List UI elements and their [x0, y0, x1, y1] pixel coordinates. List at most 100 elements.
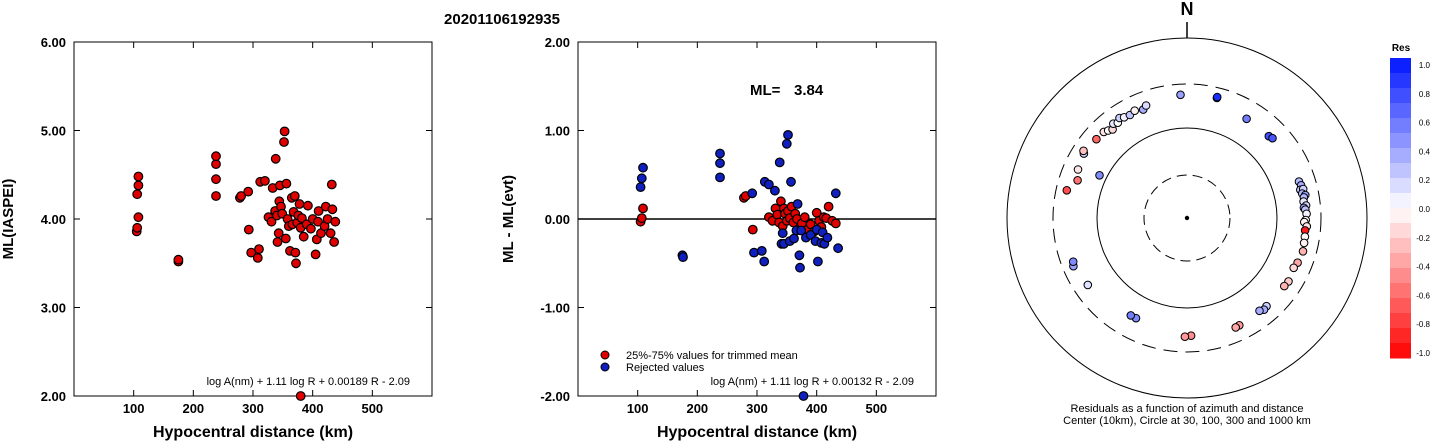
data-point — [273, 228, 284, 239]
data-point — [759, 256, 770, 267]
station-point — [1180, 332, 1190, 342]
colorbar-title: Res — [1392, 43, 1411, 54]
north-label: N — [1181, 0, 1194, 19]
x-tick-label: 200 — [182, 401, 204, 416]
data-point — [173, 254, 184, 265]
x-tick-label: 500 — [361, 401, 383, 416]
station-point — [1083, 280, 1093, 290]
colorbar-tick-label: 0.2 — [1419, 176, 1431, 185]
colorbar-cell — [1390, 148, 1411, 164]
colorbar-cell — [1390, 238, 1411, 254]
data-point — [327, 204, 338, 215]
axis-ticks: 100 200 300 400 500 -2.00 -1.00 0.00 1.00 2.00 — [540, 35, 936, 416]
station-residual-points — [1062, 90, 1312, 342]
data-point — [281, 178, 292, 189]
data-point — [306, 223, 316, 234]
data-point — [636, 213, 647, 224]
station-point — [1073, 165, 1083, 174]
data-point — [715, 158, 725, 169]
ml-vs-distance-panel: 100 200 300 400 500 2.00 3.00 4.00 5.00 6.00 ML(I… — [0, 35, 433, 441]
data-point — [133, 212, 144, 223]
plot-frame — [73, 41, 433, 397]
data-point — [279, 126, 290, 137]
data-point — [783, 129, 793, 140]
formula-text: log A(nm) + 1.11 log R + 0.00189 R - 2.0… — [207, 376, 410, 388]
colorbar-cell — [1390, 208, 1411, 224]
data-point — [749, 247, 759, 258]
colorbar-cell — [1390, 73, 1411, 89]
colorbar-cell — [1390, 313, 1411, 329]
colorbar-cell — [1390, 133, 1411, 149]
y-tick-label: 6.00 — [41, 35, 66, 50]
colorbar-ticks: 1.0 0.8 0.6 0.4 0.2 0.0 -0.2 -0.4 -0.6 -0.8 -1.0 — [1416, 61, 1430, 358]
data-point — [715, 148, 725, 159]
data-point — [830, 188, 841, 199]
formula-text: log A(nm) + 1.11 log R + 0.00132 R - 2.0… — [711, 376, 914, 388]
data-point — [291, 258, 301, 269]
colorbar-tick-label: 0.4 — [1419, 147, 1431, 156]
y-tick-label: 5.00 — [41, 124, 66, 139]
data-point — [789, 233, 799, 244]
station-point — [1079, 146, 1088, 156]
data-point — [280, 233, 291, 244]
colorbar-cell — [1390, 103, 1411, 119]
data-point — [786, 176, 796, 187]
y-axis-label: ML - ML(evt) — [500, 175, 517, 263]
data-point — [260, 175, 270, 186]
azimuth-residual-panel: N Residuals as a function of azimuth and… — [1006, 0, 1368, 427]
data-point — [254, 244, 264, 255]
data-point — [298, 231, 309, 242]
colorbar-cell — [1390, 328, 1411, 344]
colorbar-cell — [1390, 193, 1411, 209]
data-point — [747, 188, 758, 199]
x-tick-label: 100 — [123, 401, 145, 416]
legend-label-rejected: Rejected values — [626, 362, 705, 374]
data-point — [330, 216, 341, 227]
data-point — [133, 180, 144, 191]
data-point — [822, 232, 833, 243]
station-point — [1073, 176, 1082, 185]
data-point — [252, 252, 263, 263]
data-point — [243, 186, 254, 197]
colorbar-tick-label: 0.0 — [1419, 205, 1431, 214]
data-point — [246, 247, 257, 258]
data-point — [326, 179, 337, 190]
colorbar-cell — [1390, 178, 1411, 194]
data-point — [756, 245, 767, 256]
data-points — [635, 129, 843, 401]
colorbar-cell — [1390, 88, 1411, 104]
data-point — [636, 173, 647, 184]
data-point — [266, 216, 277, 227]
data-point — [798, 391, 809, 401]
y-tick-label: 3.00 — [41, 301, 66, 316]
data-point — [211, 174, 221, 185]
data-point — [774, 157, 785, 168]
axis-ticks: 100 200 300 400 500 2.00 3.00 4.00 5.00 6.00 — [41, 35, 432, 416]
colorbar-cell — [1390, 283, 1411, 299]
data-point — [770, 185, 780, 196]
station-point — [1255, 306, 1264, 316]
data-point — [638, 162, 648, 173]
data-point — [823, 201, 834, 212]
data-point — [295, 391, 306, 401]
station-point — [1092, 134, 1101, 144]
figure-title: 20201106192935 — [444, 11, 560, 28]
y-axis-label: ML(IASPEI) — [0, 179, 17, 260]
data-point — [211, 191, 221, 201]
colorbar-tick-label: -0.4 — [1416, 263, 1430, 272]
data-point — [132, 222, 143, 233]
colorbar-cell — [1390, 163, 1411, 179]
x-tick-label: 400 — [806, 401, 828, 416]
y-tick-label: -1.00 — [540, 301, 570, 316]
residual-vs-distance-panel: 100 200 300 400 500 -2.00 -1.00 0.00 1.00 2.00 ML… — [500, 35, 937, 441]
x-tick-label: 100 — [627, 401, 649, 416]
station-point — [1268, 133, 1277, 143]
ring-300km — [1052, 83, 1322, 353]
data-point — [678, 252, 688, 263]
data-point — [243, 224, 254, 235]
x-axis-label: Hypocentral distance (km) — [657, 424, 857, 441]
y-tick-label: 0.00 — [545, 212, 570, 227]
y-tick-label: 1.00 — [545, 124, 570, 139]
y-tick-label: 4.00 — [41, 212, 66, 227]
colorbar-cell — [1390, 58, 1411, 74]
